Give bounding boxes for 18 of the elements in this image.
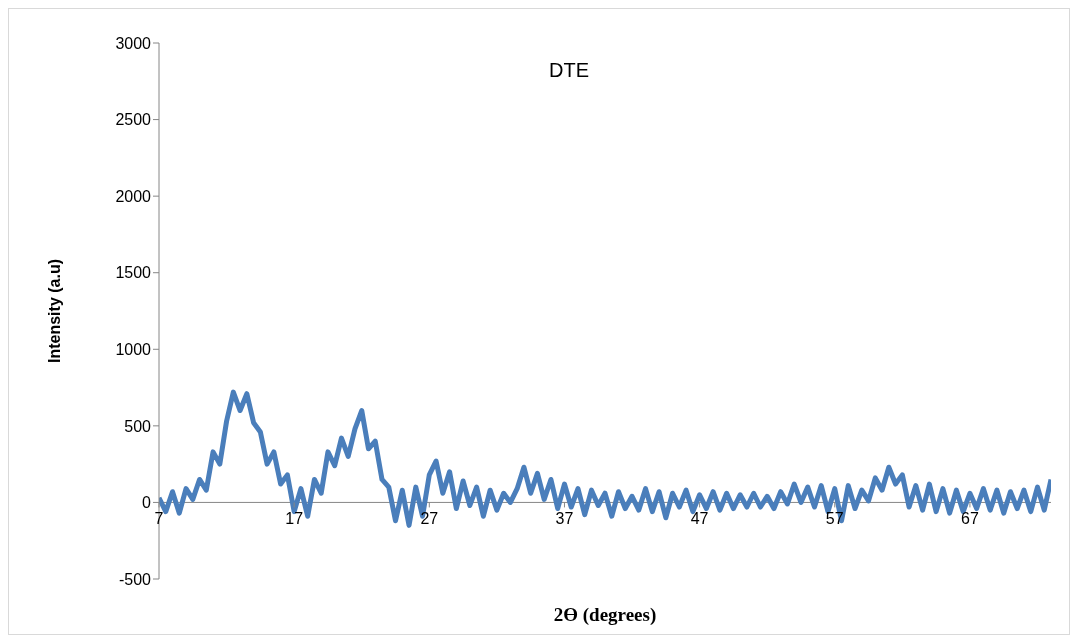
x-tick-label: 27 (420, 510, 439, 528)
x-tick-label: 17 (285, 510, 304, 528)
x-tick-label: 47 (690, 510, 709, 528)
text: DTE (549, 59, 589, 81)
y-tick-label: 3000 (115, 34, 152, 52)
y-tick-label: 500 (124, 417, 152, 435)
y-axis-title: Intensity (a.u) (45, 258, 63, 364)
y-tick-label: 1000 (115, 340, 152, 358)
x-tick-label: 7 (154, 510, 164, 528)
x-tick-label: 67 (961, 510, 979, 528)
x-axis-title: 2Ө (degrees) (553, 604, 657, 626)
y-tick-label: 2500 (115, 111, 152, 129)
y-tick-label: 1500 (115, 264, 152, 282)
y-tick-label: 2000 (115, 187, 152, 205)
x-tick-label: 57 (825, 510, 844, 528)
y-tick-label: -500 (118, 570, 152, 588)
y-tick-label: 0 (142, 494, 152, 512)
x-tick-label: 37 (555, 510, 574, 528)
